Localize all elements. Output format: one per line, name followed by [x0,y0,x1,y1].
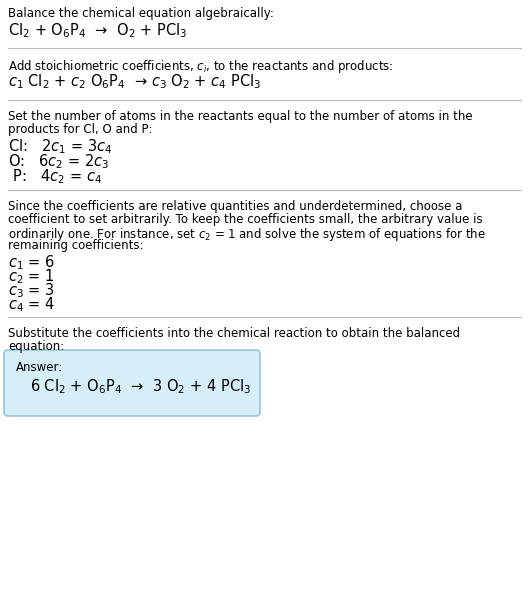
Text: remaining coefficients:: remaining coefficients: [8,239,143,252]
Text: Cl:   2$c_1$ = 3$c_4$: Cl: 2$c_1$ = 3$c_4$ [8,137,112,156]
Text: $c_1$ Cl$_2$ + $c_2$ O$_6$P$_4$  → $c_3$ O$_2$ + $c_4$ PCl$_3$: $c_1$ Cl$_2$ + $c_2$ O$_6$P$_4$ → $c_3$ … [8,72,261,90]
Text: equation:: equation: [8,340,64,353]
Text: $c_1$ = 6: $c_1$ = 6 [8,253,55,272]
Text: Answer:: Answer: [16,361,63,374]
Text: 6 Cl$_2$ + O$_6$P$_4$  →  3 O$_2$ + 4 PCl$_3$: 6 Cl$_2$ + O$_6$P$_4$ → 3 O$_2$ + 4 PCl$… [30,377,251,396]
Text: Balance the chemical equation algebraically:: Balance the chemical equation algebraica… [8,7,274,20]
Text: O:   6$c_2$ = 2$c_3$: O: 6$c_2$ = 2$c_3$ [8,152,109,171]
Text: products for Cl, O and P:: products for Cl, O and P: [8,123,152,136]
Text: Cl$_2$ + O$_6$P$_4$  →  O$_2$ + PCl$_3$: Cl$_2$ + O$_6$P$_4$ → O$_2$ + PCl$_3$ [8,21,187,39]
Text: P:   4$c_2$ = $c_4$: P: 4$c_2$ = $c_4$ [8,167,102,186]
Text: Substitute the coefficients into the chemical reaction to obtain the balanced: Substitute the coefficients into the che… [8,327,460,340]
Text: $c_4$ = 4: $c_4$ = 4 [8,295,55,314]
FancyBboxPatch shape [4,350,260,416]
Text: Add stoichiometric coefficients, $c_i$, to the reactants and products:: Add stoichiometric coefficients, $c_i$, … [8,58,394,75]
Text: coefficient to set arbitrarily. To keep the coefficients small, the arbitrary va: coefficient to set arbitrarily. To keep … [8,213,482,226]
Text: Since the coefficients are relative quantities and underdetermined, choose a: Since the coefficients are relative quan… [8,200,462,213]
Text: ordinarily one. For instance, set $c_2$ = 1 and solve the system of equations fo: ordinarily one. For instance, set $c_2$ … [8,226,486,243]
Text: $c_2$ = 1: $c_2$ = 1 [8,267,54,286]
Text: Set the number of atoms in the reactants equal to the number of atoms in the: Set the number of atoms in the reactants… [8,110,472,123]
Text: $c_3$ = 3: $c_3$ = 3 [8,281,54,300]
